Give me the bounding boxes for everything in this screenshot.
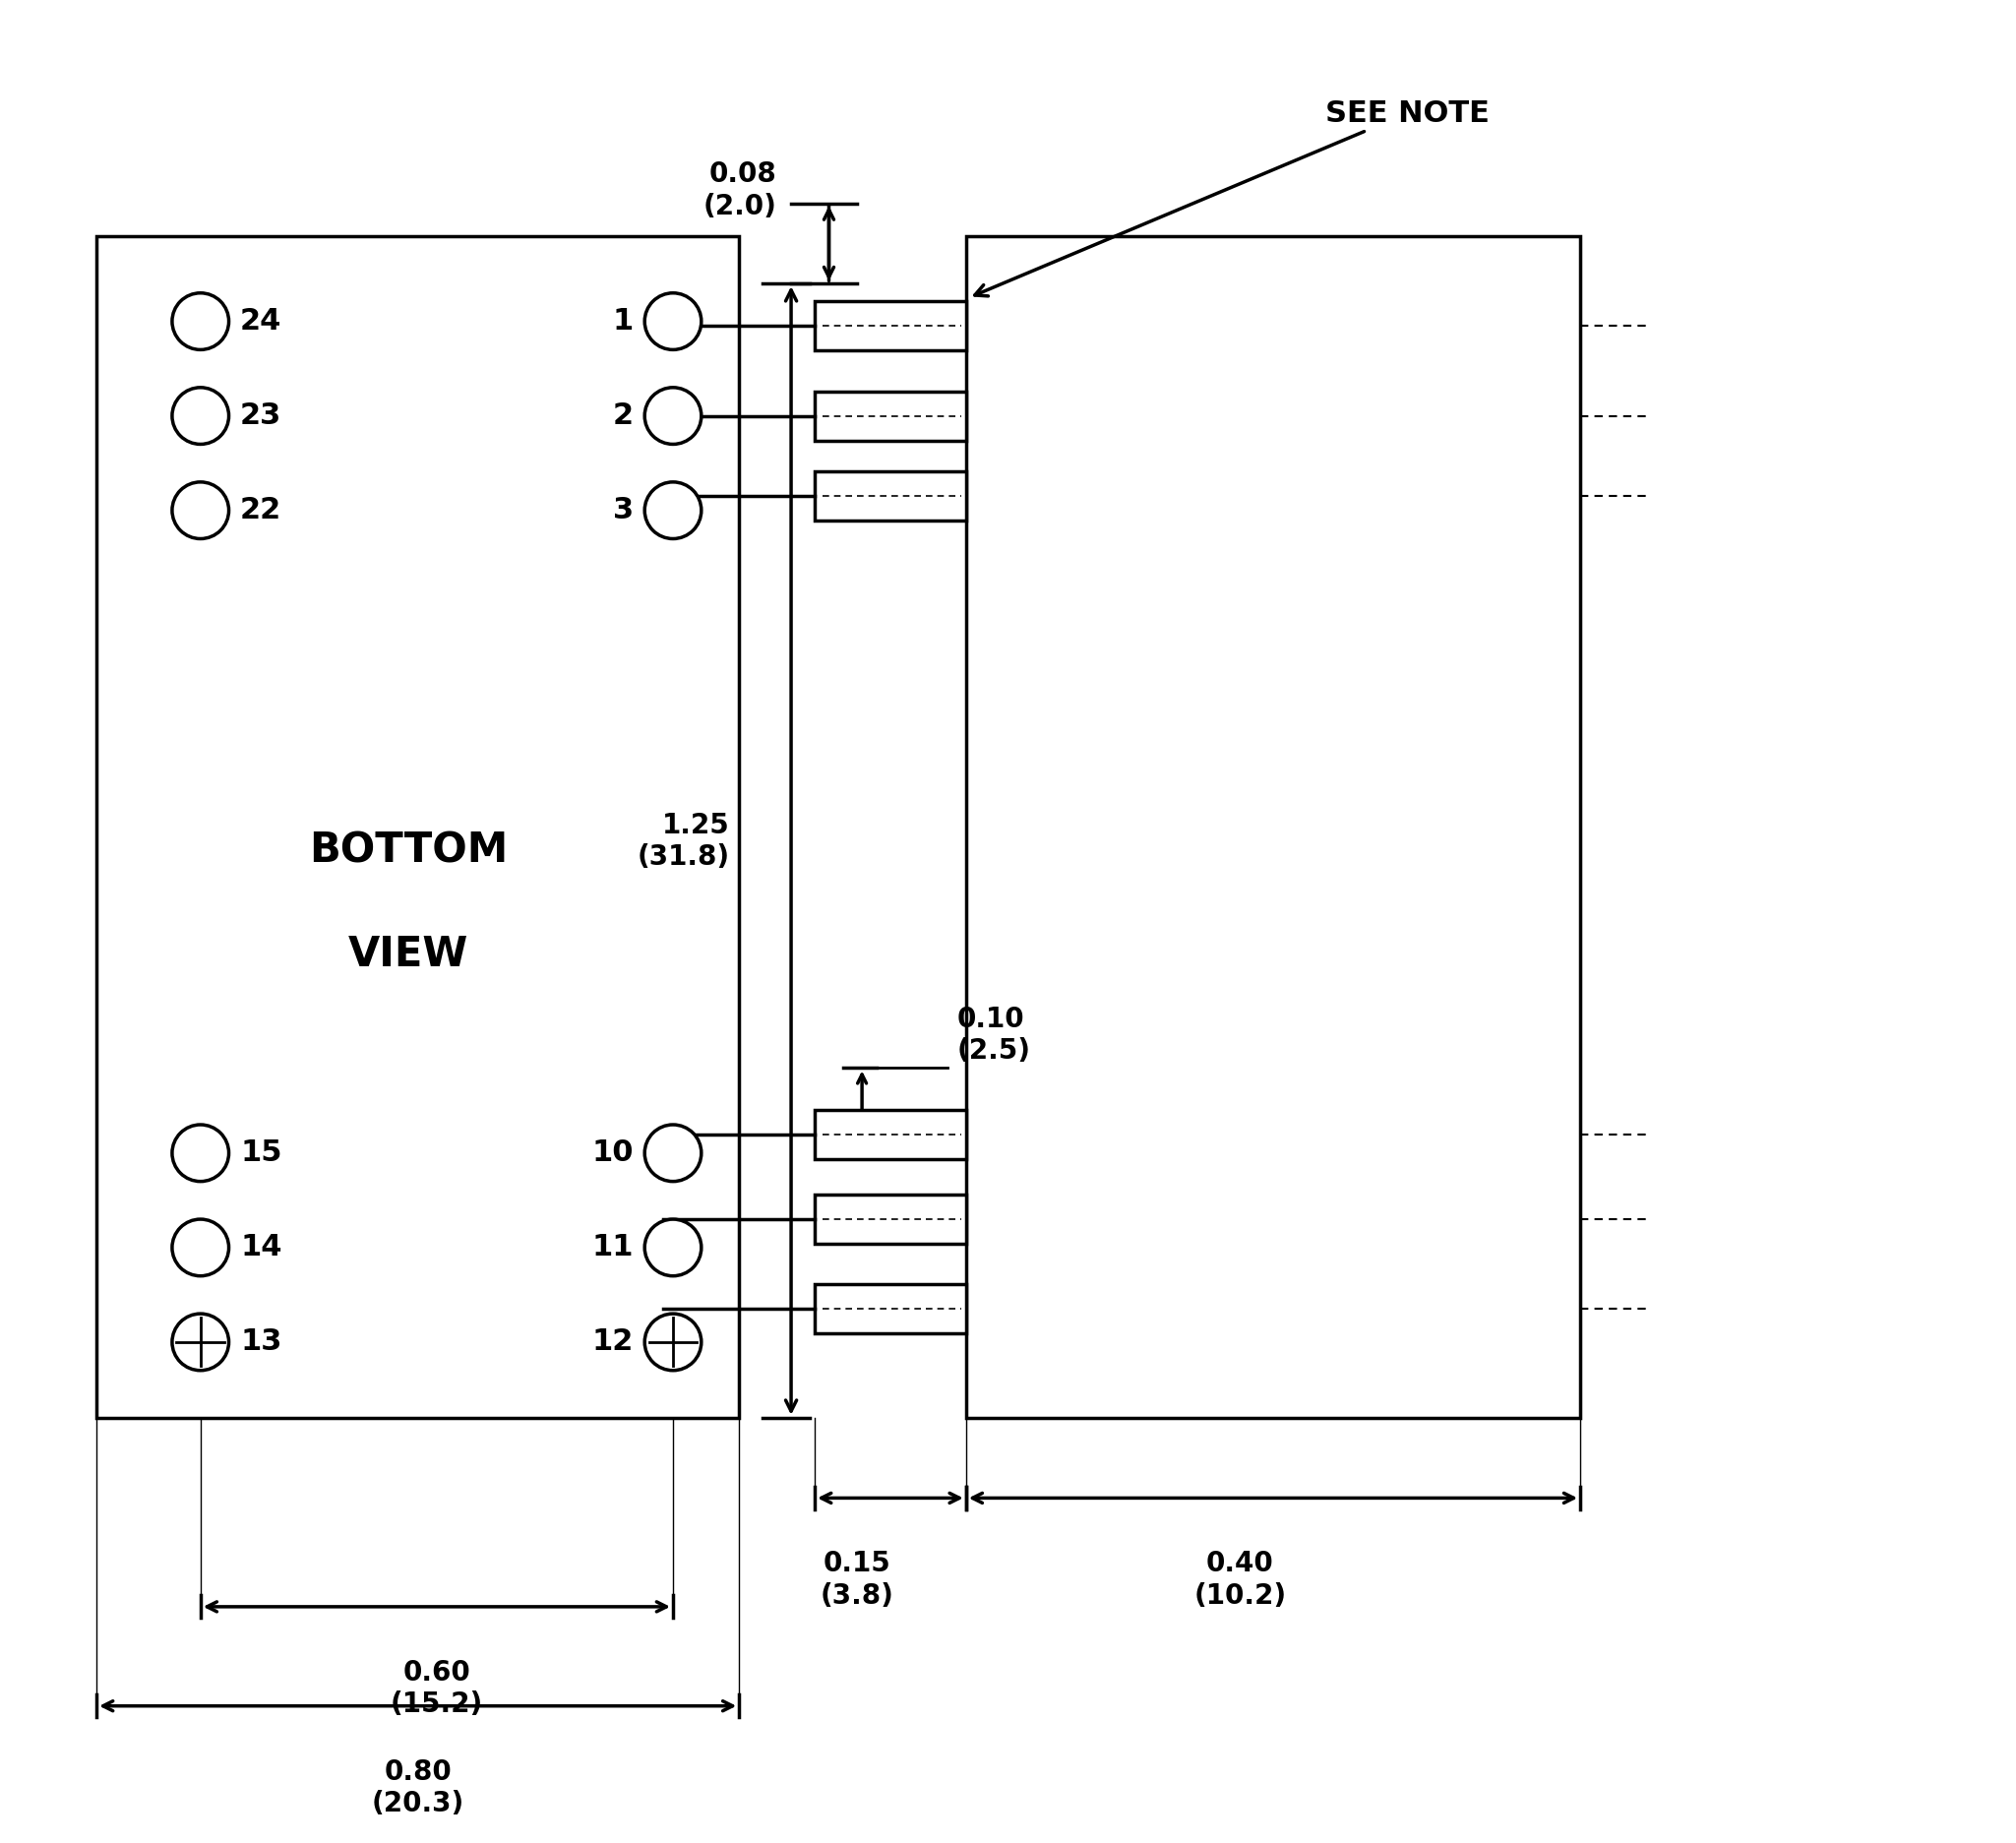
Text: BOTTOM: BOTTOM <box>308 829 508 872</box>
Circle shape <box>171 1314 228 1371</box>
Text: 12: 12 <box>591 1327 633 1356</box>
Circle shape <box>645 1314 702 1371</box>
Circle shape <box>645 1220 702 1275</box>
Text: 0.40
(10.2): 0.40 (10.2) <box>1193 1550 1286 1609</box>
Bar <box>814 1285 966 1334</box>
Text: 22: 22 <box>240 496 282 525</box>
Bar <box>814 1109 966 1159</box>
Text: 13: 13 <box>240 1327 282 1356</box>
Circle shape <box>645 387 702 444</box>
Text: 3: 3 <box>613 496 633 525</box>
Text: 11: 11 <box>591 1233 633 1262</box>
Text: 2: 2 <box>613 402 633 429</box>
Circle shape <box>171 1220 228 1275</box>
Text: 0.80
(20.3): 0.80 (20.3) <box>371 1758 464 1817</box>
Text: SEE NOTE: SEE NOTE <box>976 100 1490 297</box>
Circle shape <box>645 293 702 350</box>
Text: 0.60
(15.2): 0.60 (15.2) <box>391 1659 484 1718</box>
Text: 1: 1 <box>613 308 633 335</box>
Text: 15: 15 <box>240 1139 282 1167</box>
Bar <box>814 472 966 522</box>
Bar <box>814 1194 966 1244</box>
Text: VIEW: VIEW <box>349 934 468 975</box>
Text: 1.25
(31.8): 1.25 (31.8) <box>637 811 730 872</box>
Bar <box>814 391 966 440</box>
Circle shape <box>645 483 702 538</box>
Text: 23: 23 <box>240 402 282 429</box>
Bar <box>814 302 966 350</box>
Circle shape <box>171 387 228 444</box>
Circle shape <box>171 293 228 350</box>
Circle shape <box>171 1124 228 1181</box>
Text: 14: 14 <box>240 1233 282 1262</box>
Bar <box>97 236 740 1417</box>
Text: 0.08
(2.0): 0.08 (2.0) <box>704 160 776 219</box>
Text: 10: 10 <box>591 1139 633 1167</box>
Text: 24: 24 <box>240 308 282 335</box>
Text: 0.15
(3.8): 0.15 (3.8) <box>821 1550 895 1609</box>
Circle shape <box>645 1124 702 1181</box>
Text: 0.10
(2.5): 0.10 (2.5) <box>956 1004 1030 1065</box>
Bar <box>966 236 1581 1417</box>
Circle shape <box>171 483 228 538</box>
